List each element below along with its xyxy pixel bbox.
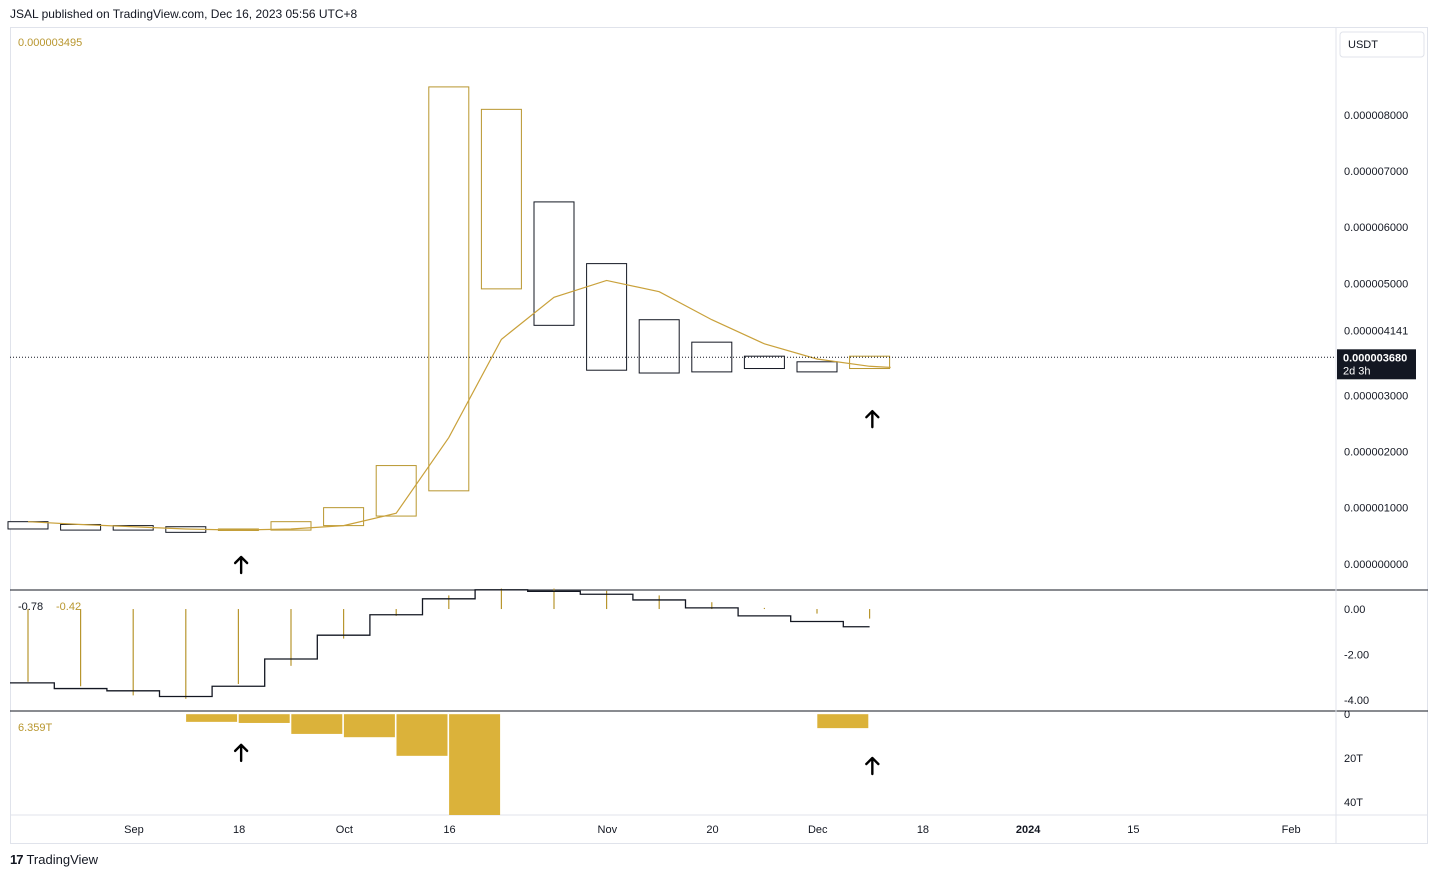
currency-label: USDT — [1348, 39, 1378, 51]
volume-bar[interactable] — [449, 714, 501, 815]
footer-brand[interactable]: 17 TradingView — [10, 852, 98, 867]
footer-brand-text: TradingView — [26, 852, 99, 867]
time-axis-label: Dec — [808, 824, 828, 836]
publish-info: JSAL published on TradingView.com, Dec 1… — [10, 7, 358, 21]
up-arrow-icon — [865, 409, 880, 429]
osc-tick-label: 0.00 — [1344, 604, 1365, 616]
time-axis-label: 16 — [443, 824, 455, 836]
up-arrow-icon — [233, 555, 249, 575]
time-axis-label: Oct — [336, 824, 353, 836]
osc-step-line[interactable] — [10, 589, 870, 698]
volume-tick-label: 40T — [1344, 797, 1363, 809]
volume-tick-label: 0 — [1344, 709, 1350, 721]
time-axis-label: Feb — [1282, 824, 1301, 836]
chart-frame — [10, 27, 1428, 844]
volume-bar[interactable] — [291, 714, 343, 734]
volume-tick-label: 20T — [1344, 753, 1363, 765]
time-axis-label: Nov — [598, 824, 618, 836]
price-tick-label: 0.000000000 — [1344, 559, 1408, 571]
osc-tick-label: -4.00 — [1344, 695, 1369, 707]
price-tick-label: 0.000008000 — [1344, 110, 1408, 122]
volume-bar[interactable] — [238, 714, 290, 723]
time-axis-label: 18 — [233, 824, 245, 836]
currency-box[interactable] — [1339, 31, 1425, 58]
candle[interactable] — [586, 263, 628, 371]
volume-bar[interactable] — [396, 714, 448, 756]
price-tick-label: 0.000006000 — [1344, 222, 1408, 234]
prev-price-label: 0.000004141 — [1344, 325, 1408, 337]
candle[interactable] — [480, 108, 522, 290]
price-tick-label: 0.000001000 — [1344, 503, 1408, 515]
candle[interactable] — [375, 465, 417, 517]
price-tick-label: 0.000005000 — [1344, 278, 1408, 290]
last-price-box — [1337, 349, 1416, 380]
osc-tick-label: -2.00 — [1344, 649, 1369, 661]
volume-legend-value: 6.359T — [18, 722, 53, 734]
up-arrow-icon — [865, 756, 880, 776]
up-arrow-icon — [233, 743, 249, 763]
time-axis-label: 2024 — [1016, 824, 1041, 836]
volume-bar[interactable] — [343, 714, 395, 738]
time-axis-label: 20 — [706, 824, 718, 836]
volume-bar[interactable] — [817, 714, 869, 729]
candle[interactable] — [743, 355, 785, 370]
osc-legend-value-2: -0.42 — [56, 601, 81, 613]
tradingview-logo-icon: 17 — [10, 852, 24, 867]
price-tick-label: 0.000002000 — [1344, 447, 1408, 459]
price-legend-value: 0.000003495 — [18, 37, 82, 49]
candle[interactable] — [533, 201, 575, 326]
moving-average-line[interactable] — [27, 279, 891, 531]
time-axis-label: 18 — [917, 824, 929, 836]
last-price-label: 0.000003680 — [1343, 352, 1407, 364]
time-axis-label: 15 — [1127, 824, 1139, 836]
bar-countdown-label: 2d 3h — [1343, 365, 1371, 377]
candle[interactable] — [428, 86, 470, 492]
price-tick-label: 0.000007000 — [1344, 166, 1408, 178]
candle[interactable] — [270, 521, 312, 531]
price-tick-label: 0.000003000 — [1344, 390, 1408, 402]
osc-legend-value-1: -0.78 — [18, 601, 43, 613]
time-axis-label: Sep — [124, 824, 144, 836]
prev-price-box — [1338, 323, 1416, 338]
candle[interactable] — [638, 319, 680, 374]
volume-bar[interactable] — [186, 714, 238, 722]
candle[interactable] — [796, 361, 838, 373]
